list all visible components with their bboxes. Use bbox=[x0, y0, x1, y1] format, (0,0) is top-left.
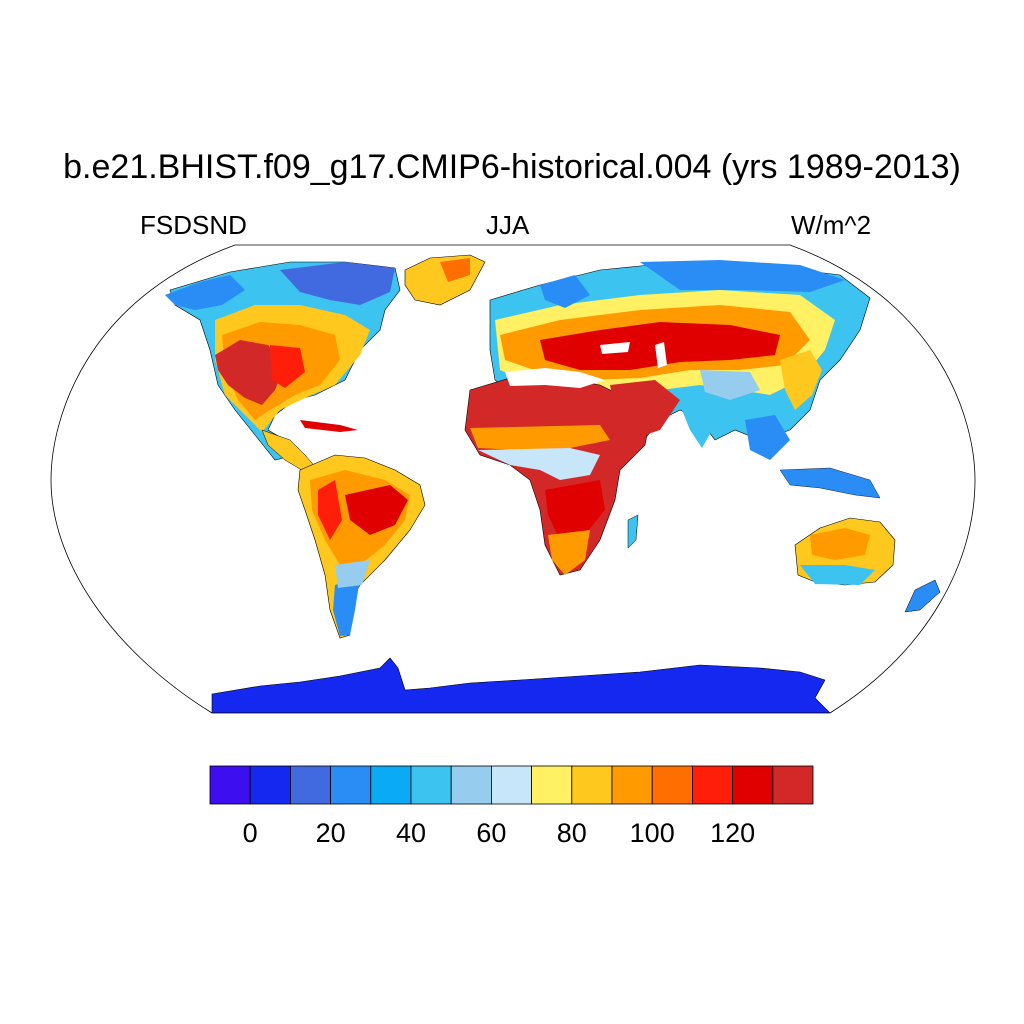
sahel-orange bbox=[470, 425, 610, 450]
usa-plains-red bbox=[270, 345, 305, 388]
colorbar bbox=[209, 765, 814, 805]
colorbar-box bbox=[370, 765, 412, 805]
colorbar-box bbox=[330, 765, 372, 805]
mediterranean-sea bbox=[505, 368, 605, 388]
arctic-canada-region bbox=[280, 262, 395, 305]
patagonia-blue bbox=[333, 578, 360, 636]
plot-title: b.e21.BHIST.f09_g17.CMIP6-historical.004… bbox=[63, 148, 961, 186]
colorbar-box bbox=[249, 765, 291, 805]
southeast-asia-blue bbox=[745, 415, 790, 460]
australia-orange bbox=[810, 528, 870, 560]
australia-south-blue bbox=[800, 565, 875, 585]
siberia-blue bbox=[640, 260, 845, 292]
colorbar-tick-label: 0 bbox=[242, 818, 258, 848]
colorbar-tick-label: 80 bbox=[556, 818, 587, 848]
greenland-orange bbox=[440, 258, 470, 282]
colorbar-box bbox=[410, 765, 452, 805]
globe-outline bbox=[50, 244, 976, 714]
colorbar-box bbox=[209, 765, 251, 805]
black-sea bbox=[600, 342, 630, 354]
antarctica-region bbox=[211, 657, 831, 713]
madagascar bbox=[627, 514, 639, 549]
colorbar-box bbox=[490, 765, 532, 805]
sahara-hot bbox=[470, 388, 640, 428]
andes-red bbox=[318, 480, 342, 540]
southern-cone-lightblue bbox=[335, 560, 370, 588]
colorbar-tick-label: 100 bbox=[629, 818, 675, 848]
southern-africa-orange bbox=[548, 530, 590, 575]
colorbar-box bbox=[692, 765, 734, 805]
colorbar-tick-label: 120 bbox=[710, 818, 756, 848]
colorbar-tick-label: 20 bbox=[315, 818, 346, 848]
colorbar-box bbox=[732, 765, 774, 805]
new-zealand bbox=[904, 579, 941, 613]
variable-label: FSDSND bbox=[140, 210, 247, 240]
colorbar-box bbox=[289, 765, 331, 805]
colorbar-box bbox=[531, 765, 573, 805]
southern-africa-hot bbox=[545, 480, 605, 540]
scandinavia-blue bbox=[540, 275, 590, 308]
colorbar-tick-label: 60 bbox=[476, 818, 507, 848]
amazon-hot bbox=[345, 485, 408, 535]
east-asia-yellow bbox=[780, 350, 822, 410]
colorbar-box bbox=[611, 765, 653, 805]
tibet-blue bbox=[700, 370, 760, 400]
usa-southwest-hot bbox=[215, 340, 285, 405]
caspian-sea bbox=[655, 342, 667, 368]
colorbar-box bbox=[450, 765, 492, 805]
season-label: JJA bbox=[486, 210, 530, 240]
colorbar-box bbox=[651, 765, 693, 805]
central-africa-lightblue bbox=[478, 448, 600, 480]
arabia-hot bbox=[610, 380, 680, 440]
florida-cuba-red bbox=[300, 420, 358, 432]
units-label: W/m^2 bbox=[791, 210, 872, 240]
alaska-blue bbox=[165, 275, 245, 310]
indonesia bbox=[779, 467, 881, 499]
colorbar-tick-label: 40 bbox=[395, 818, 427, 848]
colorbar-box bbox=[571, 765, 613, 805]
colorbar-box bbox=[772, 765, 814, 805]
india-region bbox=[680, 395, 715, 448]
